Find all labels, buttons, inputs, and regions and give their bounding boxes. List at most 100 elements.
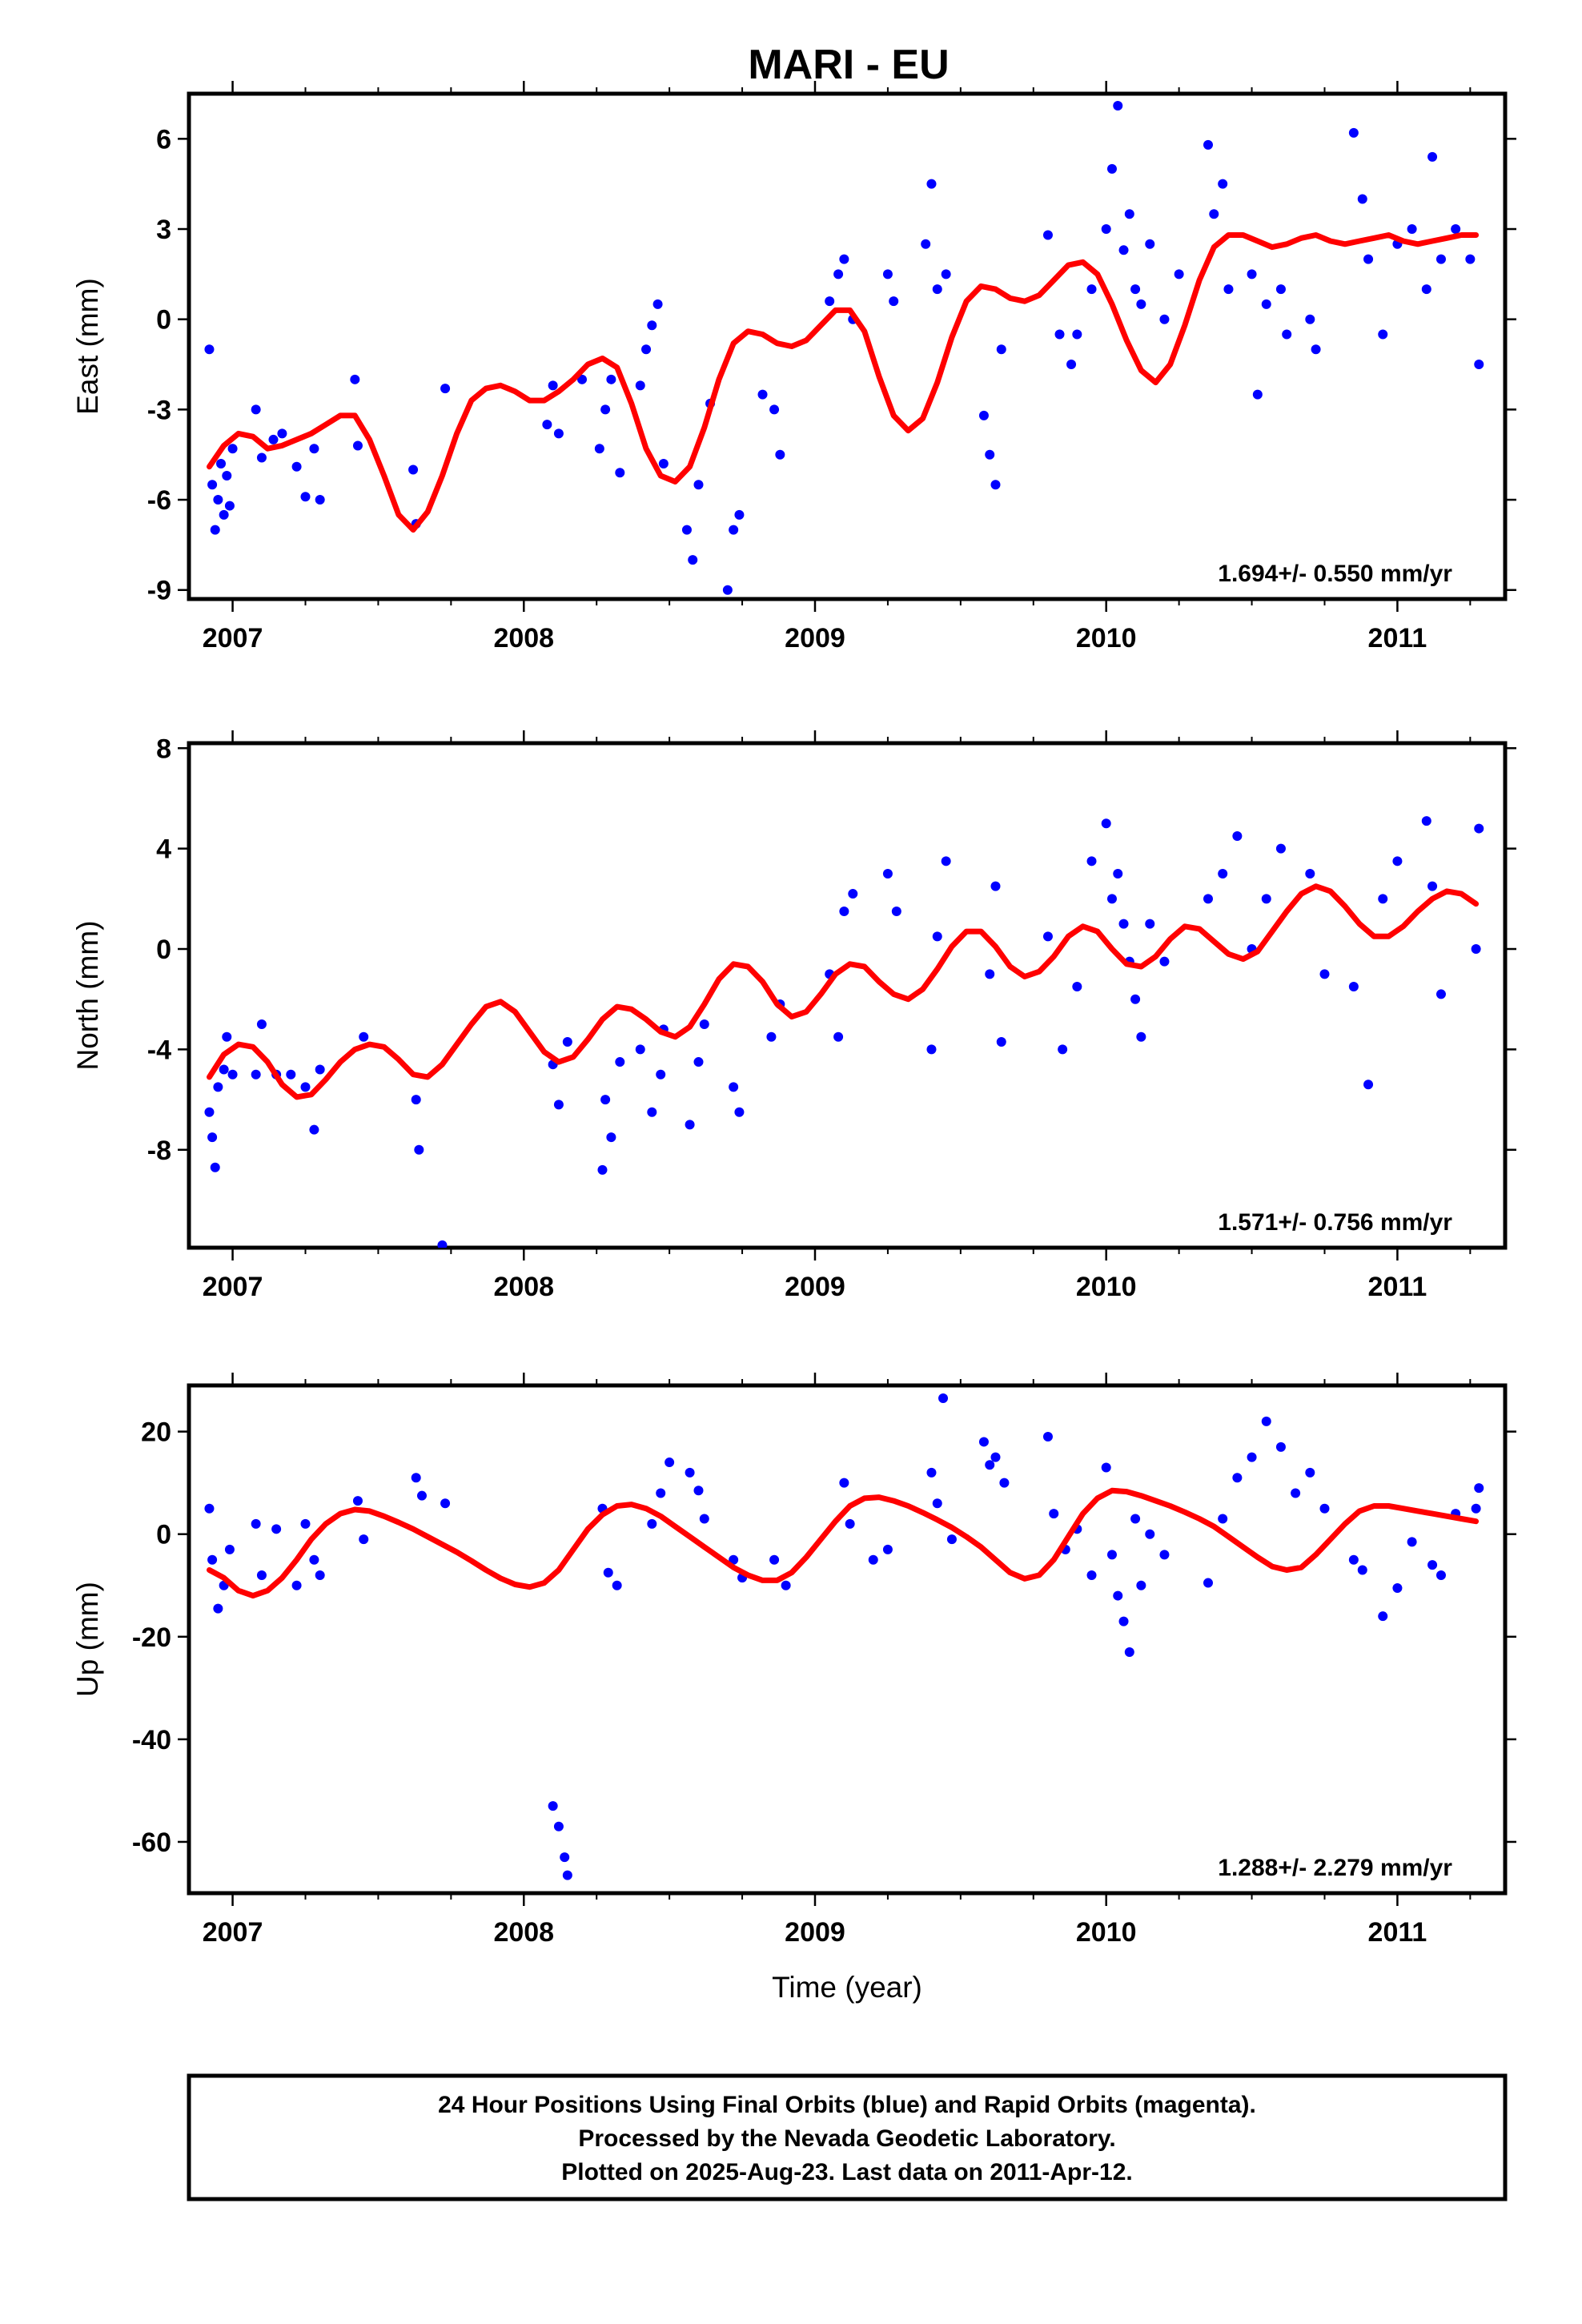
north-data-point <box>1106 894 1117 904</box>
north-data-point <box>1159 956 1170 967</box>
east-data-point <box>291 461 302 472</box>
up-data-point <box>1392 1582 1403 1593</box>
north-data-point <box>414 1144 424 1155</box>
up-data-point <box>207 1554 218 1565</box>
east-data-point <box>1305 314 1315 324</box>
east-data-point <box>606 374 616 384</box>
east-data-point <box>256 452 267 463</box>
up-plot-frame <box>187 1383 1508 1896</box>
east-data-point <box>1252 389 1263 400</box>
east-model-curve <box>207 232 1480 533</box>
up-xtick-label: 2007 <box>203 1917 263 1948</box>
east-data-point <box>1124 209 1134 219</box>
north-data-point <box>1113 868 1123 879</box>
up-data-point <box>1086 1570 1097 1580</box>
north-data-point <box>1348 982 1359 992</box>
east-data-point <box>577 374 588 384</box>
north-data-point <box>1086 856 1097 866</box>
east-data-point <box>978 410 989 420</box>
north-data-point <box>597 1164 608 1175</box>
up-data-point <box>315 1570 325 1580</box>
up-data-point <box>665 1458 675 1468</box>
footer-frame <box>187 2073 1508 2201</box>
north-data-point <box>204 1107 215 1117</box>
north-data-point <box>1378 894 1388 904</box>
north-xtick-label: 2011 <box>1368 1272 1427 1302</box>
up-data-point <box>769 1554 780 1565</box>
north-data-point <box>1474 823 1484 834</box>
east-data-point <box>757 389 768 400</box>
east-rate-label: 1.694+/- 0.550 mm/yr <box>1218 561 1452 587</box>
east-data-point <box>440 384 451 394</box>
up-data-point <box>1203 1578 1214 1588</box>
up-data-point <box>938 1393 949 1404</box>
east-ytick-label: 0 <box>156 305 171 336</box>
east-data-point <box>889 296 899 307</box>
east-data-point <box>408 464 419 475</box>
up-rate-label: 1.288+/- 2.279 mm/yr <box>1218 1855 1452 1881</box>
east-data-point <box>647 320 657 331</box>
up-data-point <box>1261 1416 1271 1426</box>
east-data-point <box>300 492 311 502</box>
east-data-point <box>1357 194 1367 204</box>
east-data-point <box>600 404 611 415</box>
north-data-point <box>562 1036 572 1047</box>
east-data-point <box>734 509 745 520</box>
up-data-point <box>990 1452 1001 1462</box>
north-xtick-label: 2009 <box>785 1272 845 1302</box>
up-ytick-label: 0 <box>156 1520 171 1550</box>
north-ytick-label: 0 <box>156 935 171 965</box>
footer-line-1: 24 Hour Positions Using Final Orbits (bl… <box>438 2092 1256 2118</box>
up-data-point <box>1407 1537 1417 1547</box>
east-xtick-label: 2007 <box>203 623 263 653</box>
east-data-point <box>996 344 1006 355</box>
east-data-point <box>825 296 835 307</box>
up-data-point <box>1471 1503 1481 1514</box>
north-data-point <box>1305 868 1315 879</box>
up-data-point <box>845 1518 855 1529</box>
east-data-point <box>681 525 692 535</box>
east-data-point <box>1118 245 1129 255</box>
up-data-point <box>224 1544 235 1554</box>
north-plot-frame <box>187 741 1508 1250</box>
north-xtick-label: 2008 <box>493 1272 554 1302</box>
east-data-point <box>1209 209 1219 219</box>
east-data-point <box>688 555 698 565</box>
east-data-point <box>635 380 645 391</box>
north-data-point <box>1118 919 1129 929</box>
north-data-point <box>1058 1044 1068 1055</box>
east-data-point <box>1427 151 1438 162</box>
up-data-point <box>1378 1611 1388 1622</box>
up-data-point <box>251 1518 261 1529</box>
north-data-point <box>1232 830 1243 841</box>
north-data-point <box>1072 982 1082 992</box>
up-data-point <box>699 1514 709 1524</box>
north-data-point <box>1261 894 1271 904</box>
east-data-point <box>1275 284 1286 295</box>
north-data-point <box>1363 1080 1374 1090</box>
north-ytick-label: -8 <box>147 1136 171 1166</box>
up-data-point <box>291 1580 302 1590</box>
up-data-point <box>926 1467 937 1478</box>
north-data-point <box>251 1069 261 1080</box>
north-data-point <box>985 969 995 979</box>
north-data-point <box>1203 894 1214 904</box>
east-data-point <box>1066 360 1077 370</box>
up-data-point <box>562 1870 572 1880</box>
up-data-point <box>647 1518 657 1529</box>
north-data-point <box>411 1095 421 1105</box>
up-data-point <box>1232 1473 1243 1483</box>
up-data-point <box>271 1524 282 1534</box>
footer-box: 24 Hour Positions Using Final Orbits (bl… <box>187 2073 1508 2201</box>
east-plot-frame <box>187 91 1508 601</box>
east-data-point <box>1247 269 1257 279</box>
up-data-point <box>1124 1647 1134 1658</box>
north-data-point <box>766 1031 777 1042</box>
east-data-point <box>251 404 261 415</box>
east-data-point <box>352 440 363 451</box>
up-data-point <box>440 1498 451 1509</box>
east-data-point <box>641 344 652 355</box>
east-data-point <box>1363 254 1374 264</box>
up-data-point <box>685 1467 695 1478</box>
